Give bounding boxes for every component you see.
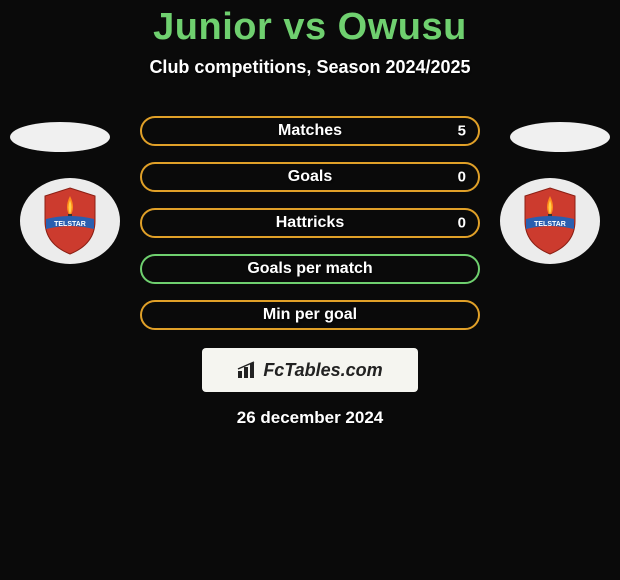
stat-value-right: 5 — [458, 123, 466, 140]
stat-label: Min per goal — [263, 306, 357, 324]
branding-box: FcTables.com — [202, 348, 418, 392]
svg-text:TELSTAR: TELSTAR — [54, 221, 86, 228]
player-avatar-left — [10, 122, 110, 152]
comparison-card: Junior vs Owusu Club competitions, Seaso… — [0, 0, 620, 580]
stat-value-right: 0 — [458, 215, 466, 232]
stat-row-min-per-goal: Min per goal — [140, 300, 480, 330]
stat-row-goals: Goals 0 — [140, 162, 480, 192]
stat-label: Hattricks — [276, 214, 344, 232]
player-avatar-right — [510, 122, 610, 152]
page-title: Junior vs Owusu — [0, 0, 620, 49]
branding-label: FcTables.com — [263, 360, 382, 381]
stat-value-right: 0 — [458, 169, 466, 186]
branding-text: FcTables.com — [237, 360, 382, 381]
stat-row-hattricks: Hattricks 0 — [140, 208, 480, 238]
stat-row-matches: Matches 5 — [140, 116, 480, 146]
svg-text:TELSTAR: TELSTAR — [534, 221, 566, 228]
date-text: 26 december 2024 — [0, 408, 620, 428]
stat-label: Goals per match — [247, 260, 372, 278]
stat-label: Goals — [288, 168, 332, 186]
shield-icon: TELSTAR — [520, 186, 580, 256]
stat-row-goals-per-match: Goals per match — [140, 254, 480, 284]
subtitle: Club competitions, Season 2024/2025 — [0, 57, 620, 78]
shield-icon: TELSTAR — [40, 186, 100, 256]
club-badge-left: TELSTAR — [20, 178, 120, 264]
bars-icon — [237, 361, 259, 379]
stat-label: Matches — [278, 122, 342, 140]
club-badge-right: TELSTAR — [500, 178, 600, 264]
